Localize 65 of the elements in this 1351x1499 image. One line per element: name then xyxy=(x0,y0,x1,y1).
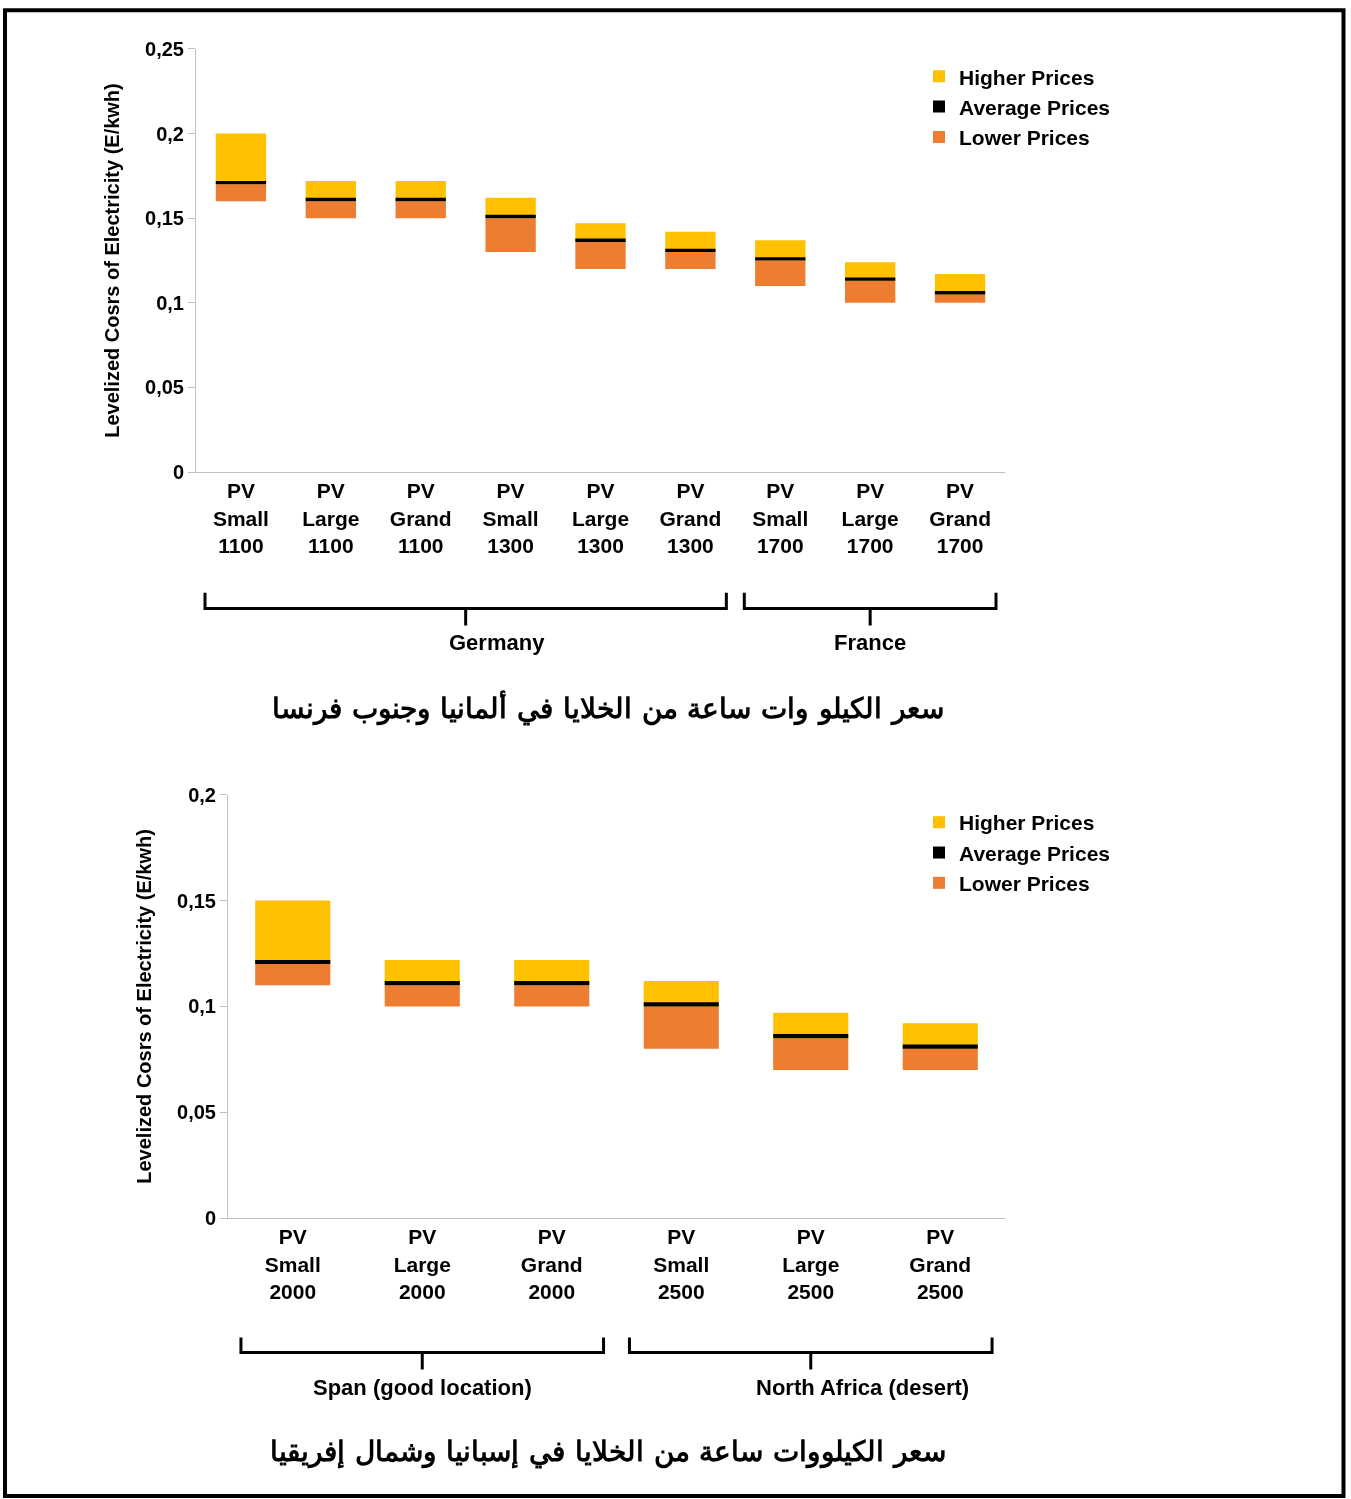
x-tick-label: PV Large 1100 xyxy=(302,479,360,557)
y-tick-label: 0,1 xyxy=(156,291,184,314)
x-tick-label: PV Grand 2000 xyxy=(520,1225,583,1303)
legend-label: Higher Prices xyxy=(959,811,1095,835)
x-tick-label: PV Grand 2500 xyxy=(909,1225,972,1303)
y-tick-label: 0,15 xyxy=(145,207,184,230)
text: France xyxy=(834,630,907,655)
y-axis-title: Levelized Cosrs of Electricity (E/kwh) xyxy=(100,83,123,438)
x-tick-label: PV Grand 1100 xyxy=(389,479,452,557)
bar xyxy=(514,985,590,1007)
x-tick-label: PV Large 2000 xyxy=(393,1225,451,1303)
x-tick-label: PV Grand 1700 xyxy=(929,479,991,557)
x-tick-label: PV Small 2000 xyxy=(264,1225,321,1303)
bar xyxy=(305,201,356,219)
bar xyxy=(845,277,896,281)
bar xyxy=(934,294,986,303)
bar xyxy=(643,1006,719,1049)
text: North Africa (desert) xyxy=(756,1375,970,1400)
legend-label: Higher Prices xyxy=(959,65,1095,89)
bar xyxy=(643,1002,719,1007)
legend-label: Lower Prices xyxy=(959,126,1090,150)
bar xyxy=(665,248,716,253)
x-tick-label: PV Small 2500 xyxy=(653,1225,710,1303)
bar xyxy=(575,238,626,242)
x-tick-label: PV Large 1700 xyxy=(841,479,899,557)
y-tick-label: 0,1 xyxy=(188,995,216,1018)
y-tick-label: 0,05 xyxy=(145,376,184,399)
y-tick-label: 0 xyxy=(172,461,184,484)
bar xyxy=(395,201,446,219)
y-tick-label: 0,15 xyxy=(177,889,216,912)
bar xyxy=(575,241,626,269)
bar xyxy=(755,257,806,261)
legend-label: Lower Prices xyxy=(959,872,1090,896)
text: سعر الكيلو وات ساعة من الخلايا في ألمانيا وجنوب فرنسا xyxy=(272,690,944,726)
bar xyxy=(384,981,460,986)
y-axis-title: Levelized Cosrs of Electricity (E/kwh) xyxy=(132,829,155,1184)
bar xyxy=(255,964,331,986)
text: Span (good location) xyxy=(313,1375,532,1400)
bar xyxy=(755,260,806,286)
bar xyxy=(665,252,716,269)
bar xyxy=(215,184,267,202)
y-tick-label: 0,2 xyxy=(156,122,184,145)
bar xyxy=(514,981,590,986)
text: Germany xyxy=(449,630,546,655)
y-tick-label: 0,25 xyxy=(145,37,184,60)
x-tick-label: PV Small 1300 xyxy=(482,479,539,557)
bar xyxy=(773,1038,849,1070)
x-tick-label: PV Large 1300 xyxy=(571,479,630,557)
bar xyxy=(902,1044,978,1049)
bar xyxy=(384,985,460,1007)
x-tick-label: PV Large 2500 xyxy=(782,1225,840,1303)
text: سعر الكيلووات ساعة من الخلايا في إسبانيا وشمال إفريقيا xyxy=(270,1435,946,1469)
bar xyxy=(485,218,536,253)
x-tick-label: PV Grand 1300 xyxy=(659,479,722,557)
bar xyxy=(902,1048,978,1070)
y-tick-label: 0,05 xyxy=(177,1101,216,1124)
bar xyxy=(773,1033,849,1039)
bar xyxy=(845,280,896,303)
legend-label: Average Prices xyxy=(959,841,1110,865)
y-tick-label: 0 xyxy=(204,1207,216,1230)
y-tick-label: 0,2 xyxy=(188,783,216,806)
x-tick-label: PV Small 1100 xyxy=(212,479,269,557)
legend-label: Average Prices xyxy=(959,95,1110,119)
bar xyxy=(255,959,331,965)
x-tick-label: PV Small 1700 xyxy=(752,479,809,557)
